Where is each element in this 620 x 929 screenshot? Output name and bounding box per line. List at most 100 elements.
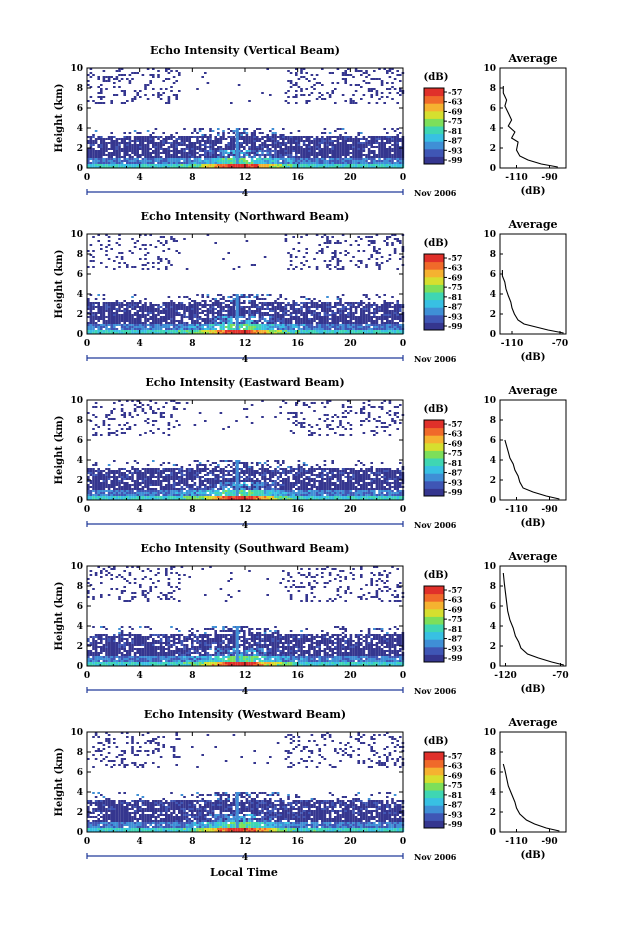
heatmap-cell: [113, 164, 116, 166]
heatmap-cell: [326, 330, 329, 332]
heatmap-cell: [136, 92, 139, 94]
heatmap-cell: [336, 320, 340, 322]
heatmap-cell: [271, 128, 275, 130]
heatmap-cell: [162, 310, 165, 312]
heatmap-cell: [144, 298, 147, 300]
heatmap-cell: [352, 304, 355, 306]
heatmap-cell: [133, 152, 137, 154]
heatmap-cell: [209, 138, 212, 140]
heatmap-cell: [344, 152, 347, 154]
heatmap-cell: [269, 314, 272, 316]
heatmap-cell: [250, 302, 254, 304]
heatmap-cell: [352, 332, 355, 334]
heatmap-cell: [261, 322, 264, 324]
heatmap-cell: [144, 490, 147, 492]
heatmap-cell: [399, 326, 402, 328]
heatmap-cell: [373, 158, 376, 160]
heatmap-cell: [302, 160, 306, 162]
heatmap-cell: [165, 156, 168, 158]
heatmap-cell: [144, 322, 147, 324]
heatmap-cell: [131, 252, 134, 254]
heatmap-cell: [222, 316, 225, 318]
heatmap-cell: [315, 142, 319, 144]
heatmap-cell: [131, 144, 134, 146]
heatmap-cell: [172, 154, 176, 156]
heatmap-cell: [266, 164, 269, 166]
heatmap-cell: [211, 310, 215, 312]
heatmap-cell: [274, 312, 277, 314]
heatmap-cell: [102, 494, 106, 496]
heatmap-cell: [162, 316, 165, 318]
heatmap-cell: [349, 144, 353, 146]
heatmap-cell: [271, 316, 275, 318]
heatmap-cell: [123, 414, 126, 416]
heatmap-cell: [126, 328, 129, 330]
heatmap-cell: [105, 302, 108, 304]
heatmap-cell: [136, 146, 139, 148]
heatmap-cell: [318, 330, 321, 332]
heatmap-cell: [102, 316, 106, 318]
heatmap-cell: [274, 330, 277, 332]
heatmap-cell: [367, 152, 371, 154]
heatmap-cell: [141, 264, 145, 266]
heatmap-cell: [245, 326, 249, 328]
heatmap-cell: [157, 152, 160, 154]
heatmap-cell: [206, 234, 210, 236]
heatmap-cell: [321, 158, 324, 160]
heatmap-cell: [235, 298, 239, 300]
heatmap-cell: [347, 330, 350, 332]
heatmap-cell: [170, 86, 173, 88]
heatmap-cell: [97, 470, 100, 472]
colorbar-unit: (dB): [424, 72, 449, 83]
heatmap-cell: [97, 312, 100, 314]
heatmap-cell: [87, 492, 90, 494]
heatmap-cell: [315, 318, 319, 320]
heatmap-cell: [326, 160, 329, 162]
heatmap-cell: [230, 136, 233, 138]
heatmap-cell: [354, 312, 358, 314]
heatmap-cell: [326, 320, 329, 322]
heatmap-cell: [386, 70, 389, 72]
heatmap-cell: [139, 470, 142, 472]
heatmap-cell: [167, 310, 171, 312]
colorbar-tick-label: -69: [448, 106, 463, 116]
heatmap-cell: [344, 324, 347, 326]
heatmap-cell: [258, 150, 262, 152]
heatmap-cell: [113, 460, 116, 462]
heatmap-cell: [302, 302, 306, 304]
heatmap-cell: [334, 306, 337, 308]
heatmap-cell: [89, 96, 93, 98]
heatmap-cell: [123, 94, 126, 96]
heatmap-cell: [165, 490, 168, 492]
heatmap-cell: [295, 142, 298, 144]
heatmap-cell: [102, 102, 106, 104]
heatmap-cell: [300, 262, 303, 264]
heatmap-cell: [110, 486, 113, 488]
heatmap-cell: [266, 154, 269, 156]
heatmap-cell: [328, 310, 332, 312]
heatmap-cell: [386, 330, 389, 332]
heatmap-cell: [185, 332, 189, 334]
heatmap-cell: [107, 486, 111, 488]
heatmap-cell: [308, 148, 311, 150]
heatmap-cell: [105, 486, 108, 488]
heatmap-cell: [331, 330, 334, 332]
heatmap-cell: [97, 484, 100, 486]
heatmap-cell: [375, 94, 379, 96]
heatmap-cell: [167, 260, 171, 262]
heatmap-cell: [92, 162, 95, 164]
heatmap-cell: [165, 476, 168, 478]
heatmap-cell: [157, 306, 160, 308]
heatmap-cell: [149, 138, 152, 140]
heatmap-cell: [300, 148, 303, 150]
heatmap-cell: [128, 428, 132, 430]
heatmap-cell: [206, 154, 210, 156]
heatmap-cell: [113, 472, 116, 474]
heatmap-cell: [107, 468, 111, 470]
heatmap-cell: [219, 326, 223, 328]
heatmap-cell: [204, 156, 207, 158]
heatmap-cell: [399, 150, 402, 152]
heatmap-cell: [380, 96, 384, 98]
heatmap-cell: [162, 472, 165, 474]
heatmap-cell: [120, 324, 124, 326]
